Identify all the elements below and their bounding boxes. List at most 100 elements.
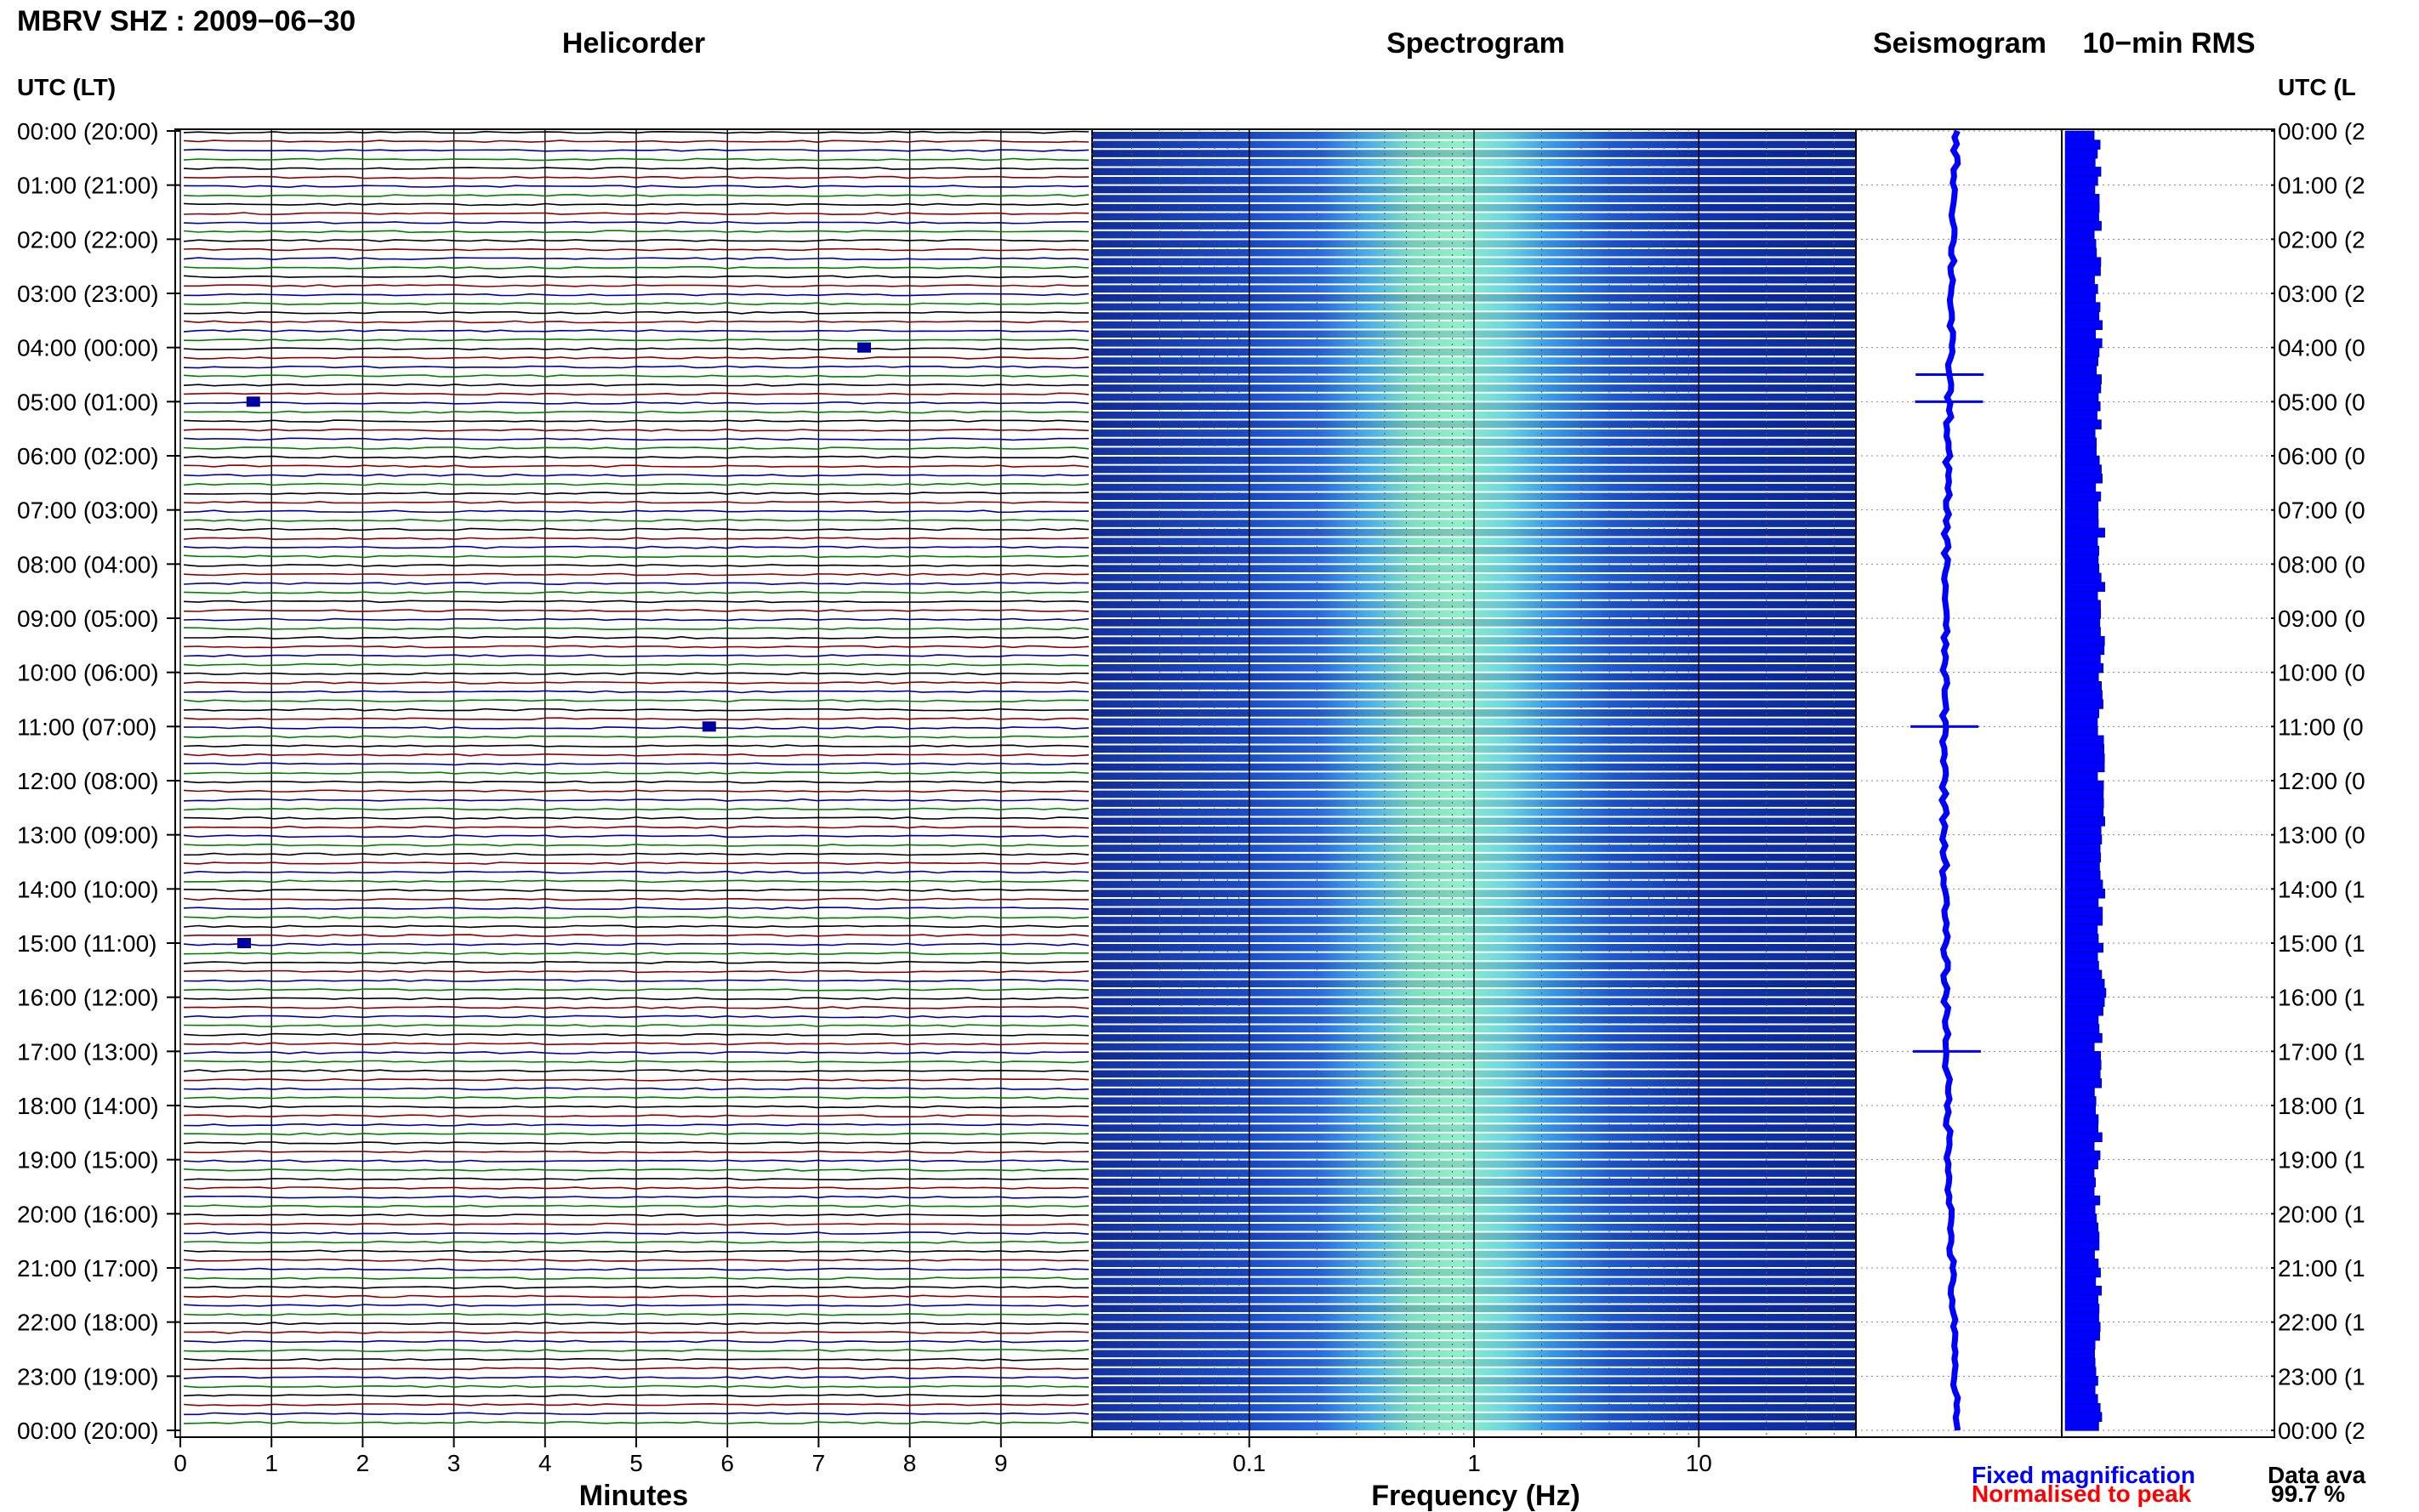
left-hour-label: 14:00 (10:00) xyxy=(17,876,159,902)
helicorder-trace xyxy=(183,185,1090,189)
left-hour-label: 05:00 (01:00) xyxy=(17,389,159,415)
rms-bar xyxy=(2064,1032,2103,1043)
rms-bar xyxy=(2064,844,2101,854)
helicorder-trace xyxy=(183,1096,1090,1100)
helicorder-trace xyxy=(183,302,1090,306)
helicorder-trace xyxy=(183,428,1090,432)
helicorder-trace xyxy=(183,952,1089,956)
helicorder-trace xyxy=(183,293,1090,297)
rms-bar xyxy=(2064,672,2099,682)
left-hour-label: 10:00 (06:00) xyxy=(17,660,159,686)
helicorder-trace xyxy=(183,157,1090,162)
rms-bar xyxy=(2064,1267,2101,1278)
helicorder-trace xyxy=(183,600,1090,604)
rms-bar xyxy=(2064,347,2100,357)
minutes-tick-label: 1 xyxy=(265,1450,278,1476)
left-hour-label: 12:00 (08:00) xyxy=(17,768,159,794)
rms-bar xyxy=(2064,1349,2095,1359)
helicorder-trace xyxy=(183,492,1090,495)
helicorder-trace xyxy=(183,861,1090,866)
rms-bar xyxy=(2064,1051,2102,1061)
seismogram-trace xyxy=(1938,129,1961,1431)
rms-bar xyxy=(2064,681,2103,691)
helicorder-trace xyxy=(183,582,1090,586)
rms-bar xyxy=(2064,1222,2099,1233)
helicorder-trace xyxy=(183,455,1090,459)
helicorder-trace xyxy=(183,1294,1090,1299)
helicorder-trace xyxy=(183,780,1090,784)
helicorder-trace xyxy=(183,401,1090,405)
rms-bar xyxy=(2064,230,2095,240)
left-hour-label: 06:00 (02:00) xyxy=(17,443,159,469)
rms-bar xyxy=(2064,1240,2100,1251)
rms-bar xyxy=(2064,1204,2096,1214)
spectrogram-panel xyxy=(1091,128,1857,1438)
rms-bar xyxy=(2064,1168,2095,1179)
rms-bar xyxy=(2064,735,2104,746)
helicorder-trace xyxy=(184,1132,1090,1136)
rms-bar xyxy=(2064,265,2101,276)
helicorder-trace xyxy=(183,265,1090,270)
rms-bar xyxy=(2064,365,2097,376)
helicorder-trace xyxy=(183,545,1090,549)
helicorder-trace xyxy=(183,690,1090,694)
rms-bar xyxy=(2064,744,2104,754)
minutes-tick-label: 3 xyxy=(447,1450,461,1476)
rms-bar xyxy=(2064,554,2099,565)
helicorder-trace xyxy=(183,987,1090,992)
left-hour-label: 19:00 (15:00) xyxy=(17,1147,159,1174)
rms-bar xyxy=(2064,609,2102,619)
rms-bar xyxy=(2064,202,2100,213)
helicorder-trace xyxy=(183,554,1090,559)
seismogram-panel xyxy=(1855,128,2063,1438)
helicorder-trace xyxy=(183,175,1090,179)
right-hour-label: 07:00 (0 xyxy=(2278,497,2365,524)
rms-bar xyxy=(2064,861,2100,872)
rms-bar xyxy=(2064,654,2101,664)
rms-bar xyxy=(2064,175,2098,186)
left-hour-label: 00:00 (20:00) xyxy=(17,118,159,145)
rms-bar xyxy=(2064,897,2099,908)
rms-bar xyxy=(2064,979,2105,989)
helicorder-trace xyxy=(183,1051,1089,1054)
rms-bar xyxy=(2064,1394,2098,1404)
rms-bar xyxy=(2064,825,2102,836)
helicorder-trace xyxy=(183,1186,1090,1191)
helicorder-trace xyxy=(183,997,1090,1001)
rms-bar xyxy=(2064,717,2098,727)
helicorder-trace xyxy=(183,753,1090,757)
left-hour-label: 13:00 (09:00) xyxy=(17,822,159,849)
rms-bar xyxy=(2064,969,2103,981)
rms-bar xyxy=(2064,1384,2096,1395)
helicorder-trace xyxy=(183,969,1090,974)
helicorder-trace xyxy=(183,1259,1090,1262)
helicorder-trace xyxy=(183,1214,1090,1217)
helicorder-trace xyxy=(183,1123,1090,1127)
rms-bar xyxy=(2064,726,2098,736)
rms-bar xyxy=(2064,1114,2099,1124)
right-hour-label: 19:00 (1 xyxy=(2278,1147,2365,1174)
right-hour-label: 21:00 (1 xyxy=(2278,1255,2365,1282)
helicorder-trace xyxy=(184,284,1090,287)
rms-bar xyxy=(2064,1357,2096,1368)
helicorder-event xyxy=(237,938,252,948)
rms-bar xyxy=(2064,148,2098,159)
helicorder-trace xyxy=(183,1105,1090,1109)
right-hour-label: 12:00 (0 xyxy=(2278,768,2365,794)
minutes-tick-label: 8 xyxy=(903,1450,917,1476)
rms-bar xyxy=(2064,446,2097,457)
helicorder-trace xyxy=(183,915,1090,919)
rms-bar xyxy=(2064,834,2103,844)
helicorder-trace xyxy=(183,220,1089,225)
rms-bar xyxy=(2064,590,2098,601)
helicorder-trace xyxy=(183,1349,1090,1353)
helicorder-trace xyxy=(183,247,1090,252)
rms-bar xyxy=(2064,428,2096,439)
rms-bar xyxy=(2064,1249,2095,1260)
rms-bar xyxy=(2064,1015,2099,1026)
frequency-axis-title: Frequency (Hz) xyxy=(1371,1480,1580,1512)
rms-bar xyxy=(2064,464,2102,475)
minutes-tick-label: 0 xyxy=(174,1450,187,1476)
helicorder-trace xyxy=(183,139,1090,144)
helicorder-trace xyxy=(183,1222,1090,1226)
